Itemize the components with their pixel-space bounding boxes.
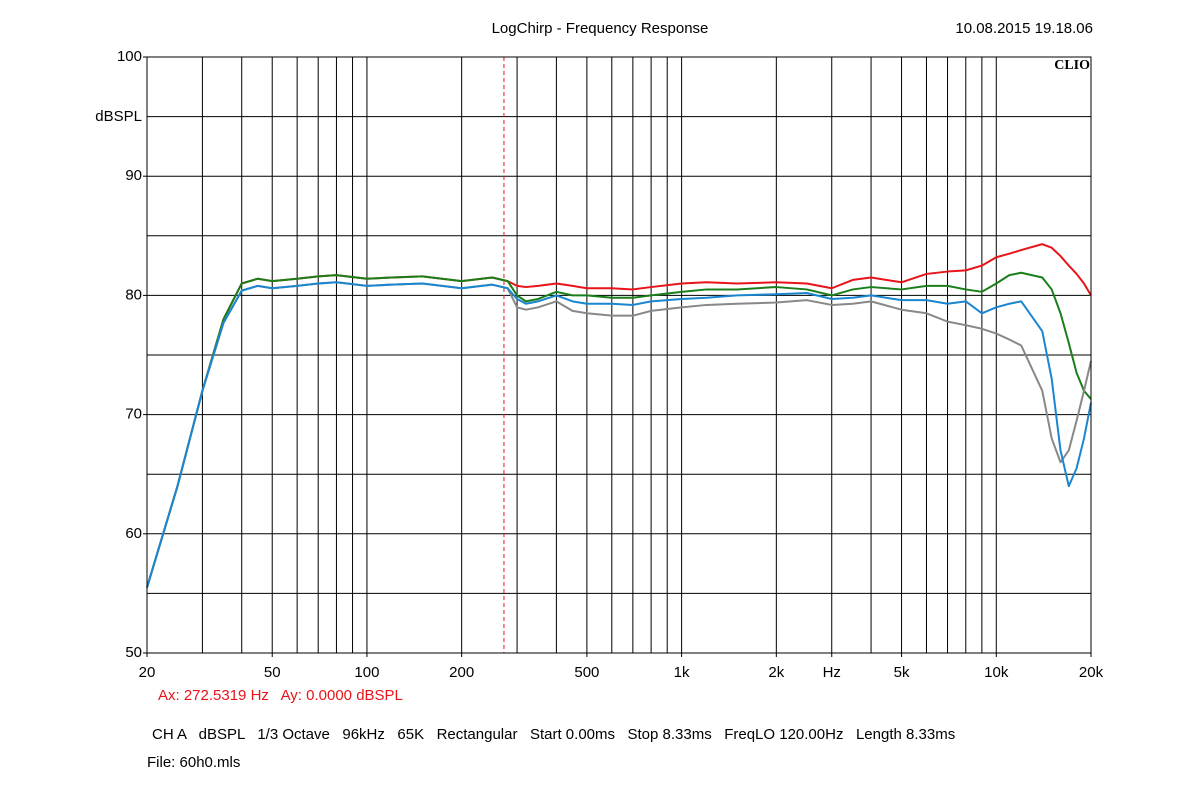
chart-title: LogChirp - Frequency Response (492, 20, 709, 37)
y-tick-label: 90 (125, 167, 142, 184)
x-tick-label: 50 (264, 664, 281, 681)
x-tick-label: 500 (574, 664, 599, 681)
settings: CH A dBSPL 1/3 Octave 96kHz 65K Rectangu… (152, 726, 955, 743)
x-tick-label: 1k (674, 664, 690, 681)
y-tick-label: 60 (125, 525, 142, 542)
x-tick-label: 200 (449, 664, 474, 681)
brand-bg (1044, 58, 1090, 74)
cursor-readout: Ax: 272.5319 Hz Ay: 0.0000 dBSPL (158, 687, 403, 704)
brand: CLIO (1054, 58, 1090, 73)
timestamp: 10.08.2015 19.18.06 (955, 20, 1093, 37)
file-name: File: 60h0.mls (147, 754, 240, 771)
x-tick-label: 20k (1079, 664, 1104, 681)
series-line (146, 281, 1092, 588)
x-tick-label: 5k (894, 664, 910, 681)
y-tick-label: 80 (125, 286, 142, 303)
y-tick-label: 70 (125, 406, 142, 423)
x-tick-label: 10k (984, 664, 1009, 681)
plot-frame (146, 56, 1092, 654)
x-tick-label: 20 (139, 664, 156, 681)
x-tick-label: 2k (768, 664, 784, 681)
x-tick-label: Hz (823, 664, 841, 681)
series-line (146, 281, 1092, 588)
series-line (146, 271, 1092, 588)
y-tick-label: 100 (117, 48, 142, 65)
y-tick-label: 50 (125, 644, 142, 661)
y-axis-label: dBSPL (95, 108, 142, 125)
x-tick-label: 100 (354, 664, 379, 681)
